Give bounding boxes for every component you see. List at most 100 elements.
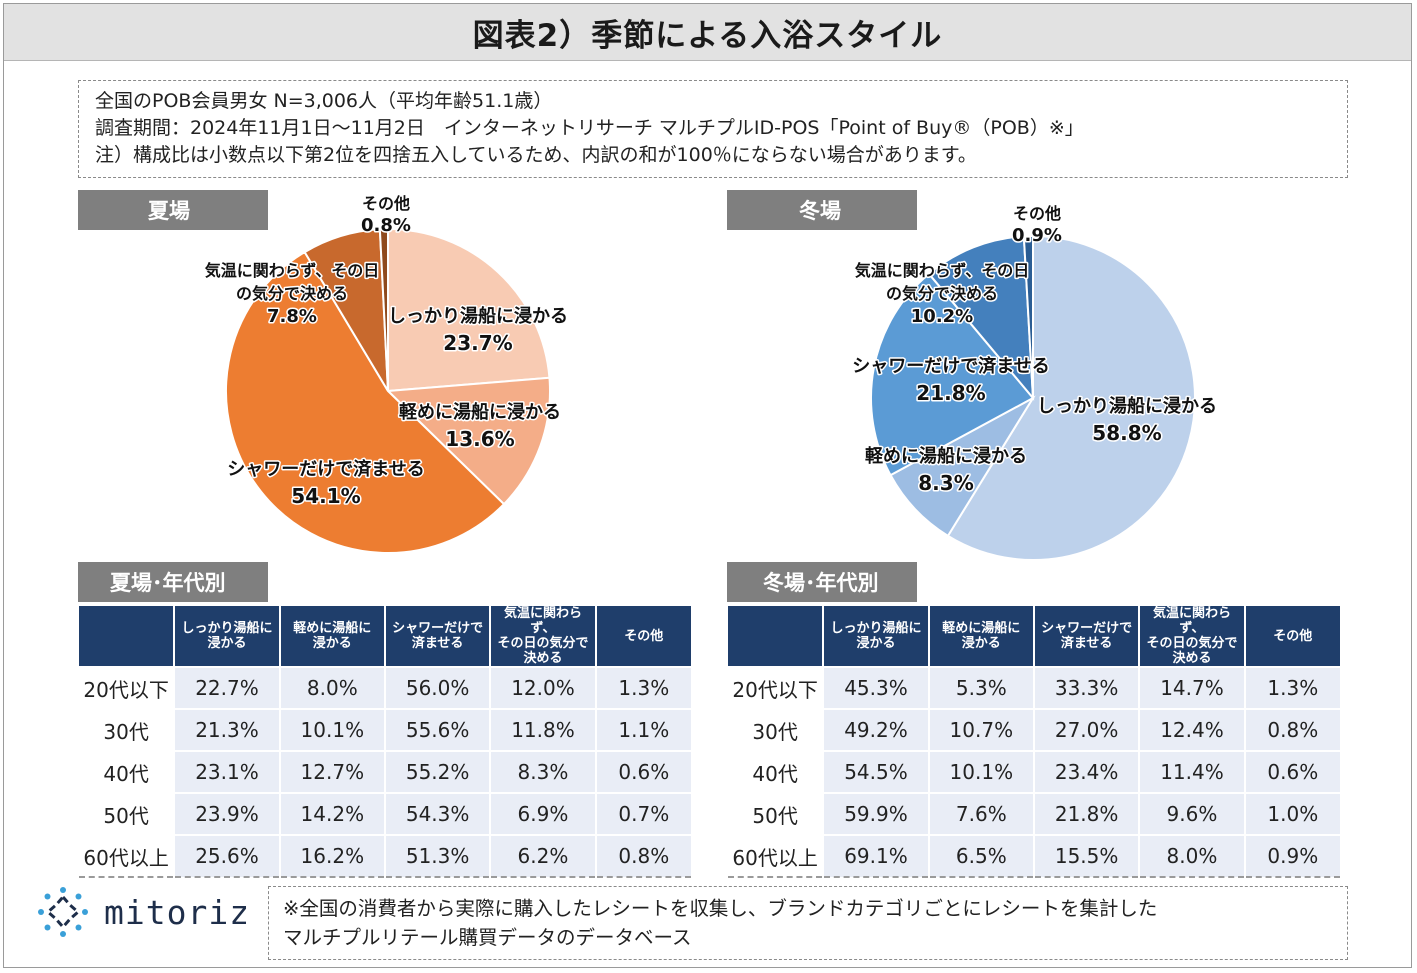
pie-slice: [1022, 234, 1034, 399]
value-cell: 0.8%: [1243, 708, 1343, 752]
winter-label: 冬場: [727, 190, 917, 230]
table-row: 60代以上 25.6% 16.2% 51.3% 6.2% 0.8%: [76, 834, 694, 878]
table-header-cell: [76, 604, 176, 668]
age-group-cell: 60代以上: [76, 834, 176, 878]
note-line: 調査期間：2024年11月1日～11月2日 インターネットリサーチ マルチプルI…: [95, 117, 1084, 139]
table-header-cell: その他: [1243, 604, 1343, 668]
value-cell: 10.1%: [927, 750, 1035, 794]
value-cell: 11.4%: [1138, 750, 1246, 794]
age-group-cell: 50代: [76, 792, 176, 836]
value-cell: 10.7%: [927, 708, 1035, 752]
value-cell: 23.4%: [1032, 750, 1141, 794]
winter-pie-chart: しっかり湯船に浸かる 58.8%軽めに湯船に浸かる 8.3% シャワーだけで済ませる 2…: [851, 203, 1219, 561]
value-cell: 8.3%: [489, 750, 597, 794]
table-header-cell: [725, 604, 825, 668]
value-cell: 6.9%: [489, 792, 597, 836]
outer-frame: [3, 3, 1412, 968]
table-header-row: しっかり湯船に 浸かる 軽めに湯船に 浸かる シャワーだけで 済ませる 気温に関わらず…: [725, 604, 1343, 668]
survey-notes: 全国のPOB会員男女 N=3,006人（平均年齢51.1歳） 調査期間：2024…: [78, 80, 1348, 178]
pie-slice: [870, 272, 1035, 477]
age-group-cell: 60代以上: [725, 834, 825, 878]
value-cell: 0.7%: [594, 792, 694, 836]
pie-slice-label: 軽めに湯船に浸かる 13.6%: [399, 401, 561, 451]
value-cell: 69.1%: [822, 834, 930, 878]
value-cell: 55.2%: [383, 750, 492, 794]
age-group-cell: 30代: [725, 708, 825, 752]
pie-slice-label: その他 0.9%: [1012, 204, 1062, 246]
table-header-cell: その他: [594, 604, 694, 668]
pie-slice: [387, 227, 551, 393]
table-row: 20代以下 22.7% 8.0% 56.0% 12.0% 1.3%: [76, 666, 694, 710]
value-cell: 0.6%: [1243, 750, 1343, 794]
age-group-cell: 40代: [725, 750, 825, 794]
sun-ring-icon: [38, 887, 88, 937]
table-row: 50代 23.9% 14.2% 54.3% 6.9% 0.7%: [76, 792, 694, 836]
value-cell: 0.8%: [594, 834, 694, 878]
value-cell: 59.9%: [822, 792, 930, 836]
value-cell: 1.3%: [1243, 666, 1343, 710]
note-line: 全国のPOB会員男女 N=3,006人（平均年齢51.1歳）: [95, 90, 553, 112]
value-cell: 49.2%: [822, 708, 930, 752]
table-header-cell: シャワーだけで 済ませる: [383, 604, 492, 668]
table-header-cell: 軽めに湯船に 浸かる: [927, 604, 1035, 668]
pie-slice-label: しっかり湯船に浸かる 58.8%: [1037, 395, 1217, 445]
logo-text: mitoriz: [104, 892, 251, 932]
table-row: 40代 23.1% 12.7% 55.2% 8.3% 0.6%: [76, 750, 694, 794]
table-header-cell: しっかり湯船に 浸かる: [173, 604, 281, 668]
value-cell: 15.5%: [1032, 834, 1141, 878]
table-header-cell: 気温に関わらず、 その日の気分で 決める: [1138, 604, 1246, 668]
value-cell: 8.0%: [278, 666, 386, 710]
value-cell: 7.6%: [927, 792, 1035, 836]
footnote: ※全国の消費者から実際に購入したレシートを収集し、ブランドカテゴリごとにレシート…: [268, 886, 1348, 960]
mitoriz-logo: mitoriz: [34, 882, 274, 942]
pie-slice: [225, 250, 506, 554]
table-row: 30代 49.2% 10.7% 27.0% 12.4% 0.8%: [725, 708, 1343, 752]
winter-table-label: 冬場･年代別: [727, 562, 917, 602]
table-row: 20代以下 45.3% 5.3% 33.3% 14.7% 1.3%: [725, 666, 1343, 710]
table-header-cell: シャワーだけで 済ませる: [1032, 604, 1141, 668]
pie-slice-label: シャワーだけで済ませる 54.1%: [227, 458, 424, 508]
age-group-cell: 20代以下: [76, 666, 176, 710]
value-cell: 9.6%: [1138, 792, 1246, 836]
value-cell: 1.3%: [594, 666, 694, 710]
title-bar: 図表2）季節による入浴スタイル: [4, 4, 1411, 61]
value-cell: 12.4%: [1138, 708, 1246, 752]
value-cell: 8.0%: [1138, 834, 1246, 878]
winter-age-table: しっかり湯船に 浸かる 軽めに湯船に 浸かる シャワーだけで 済ませる 気温に関わらず…: [725, 604, 1343, 878]
value-cell: 23.9%: [173, 792, 281, 836]
pie-slice-label: シャワーだけで済ませる 21.8%: [852, 355, 1049, 405]
value-cell: 33.3%: [1032, 666, 1141, 710]
note-line: 注）構成比は小数点以下第2位を四捨五入しているため、内訳の和が100％にならない…: [95, 144, 977, 166]
pie-slice-label: 気温に関わらず、その日の気分で決める 10.2%: [855, 261, 1030, 327]
value-cell: 6.2%: [489, 834, 597, 878]
value-cell: 22.7%: [173, 666, 281, 710]
age-group-cell: 50代: [725, 792, 825, 836]
value-cell: 21.3%: [173, 708, 281, 752]
value-cell: 0.9%: [1243, 834, 1343, 878]
value-cell: 56.0%: [383, 666, 492, 710]
age-group-cell: 30代: [76, 708, 176, 752]
footnote-line: マルチプルリテール購買データのデータベース: [283, 926, 692, 949]
value-cell: 11.8%: [489, 708, 597, 752]
value-cell: 21.8%: [1032, 792, 1141, 836]
pie-slice: [378, 227, 389, 392]
table-row: 60代以上 69.1% 6.5% 15.5% 8.0% 0.9%: [725, 834, 1343, 878]
value-cell: 55.6%: [383, 708, 492, 752]
value-cell: 0.6%: [594, 750, 694, 794]
value-cell: 45.3%: [822, 666, 930, 710]
value-cell: 51.3%: [383, 834, 492, 878]
value-cell: 23.1%: [173, 750, 281, 794]
pie-slice-label: その他 0.8%: [361, 194, 411, 236]
value-cell: 16.2%: [278, 834, 386, 878]
value-cell: 54.5%: [822, 750, 930, 794]
summer-label: 夏場: [78, 190, 268, 230]
age-group-cell: 40代: [76, 750, 176, 794]
value-cell: 5.3%: [927, 666, 1035, 710]
value-cell: 14.2%: [278, 792, 386, 836]
pie-slice: [946, 234, 1196, 561]
pie-slice-label: 気温に関わらず、その日の気分で決める 7.8%: [205, 261, 380, 327]
pie-slice: [927, 235, 1035, 401]
summer-pie-chart: しっかり湯船に浸かる 23.7% 軽めに湯船に浸かる 13.6% シャワーだけで済ませる…: [203, 193, 570, 554]
pie-slice-label: しっかり湯船に浸かる 23.7%: [388, 305, 568, 355]
table-header-cell: しっかり湯船に 浸かる: [822, 604, 930, 668]
